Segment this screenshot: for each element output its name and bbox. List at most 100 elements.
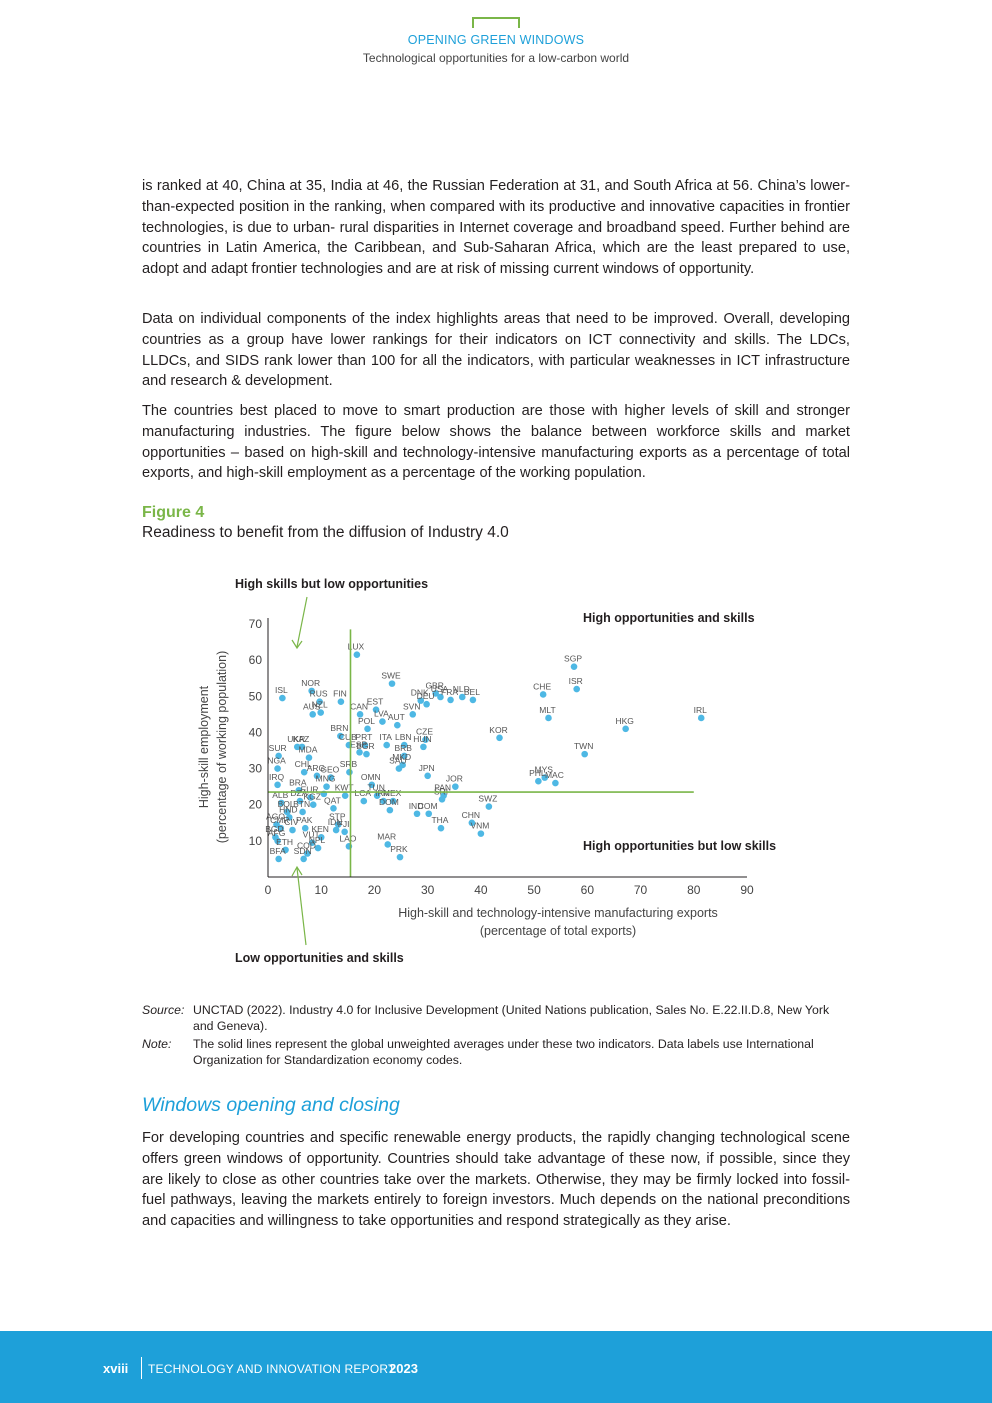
data-label: OMN <box>361 772 381 782</box>
data-point <box>285 814 293 821</box>
data-point <box>327 774 335 781</box>
data-label: DNK <box>411 688 429 698</box>
data-label: PRK <box>390 844 408 854</box>
data-label: FRA <box>441 687 458 697</box>
data-point <box>289 826 296 834</box>
x-axis-title-line-1: High-skill and technology-intensive manu… <box>398 906 718 920</box>
data-point <box>298 743 306 751</box>
data-label: IND <box>409 801 424 811</box>
report-year: 2023 <box>389 1361 418 1376</box>
y-tick-label: 60 <box>249 653 263 667</box>
header-bracket-decoration <box>472 17 520 28</box>
data-point <box>337 732 344 740</box>
note-text: The solid lines represent the global unw… <box>193 1037 814 1067</box>
y-tick-label: 70 <box>249 617 263 631</box>
data-label: IRL <box>694 705 708 715</box>
data-label: CHE <box>533 681 551 691</box>
y-tick-label: 50 <box>249 689 263 703</box>
data-label: SAU <box>389 756 406 766</box>
data-point <box>346 768 353 776</box>
data-label: VNM <box>470 821 489 831</box>
data-point <box>552 779 559 787</box>
data-label: DZA <box>290 788 307 798</box>
figure-note: Note: The solid lines represent the glob… <box>142 1036 854 1068</box>
data-point <box>697 714 705 722</box>
data-point <box>309 801 317 809</box>
page-footer: xviii TECHNOLOGY AND INNOVATION REPORT 2… <box>0 1331 992 1403</box>
data-point <box>313 772 321 780</box>
data-point <box>395 765 403 772</box>
data-point <box>330 805 337 812</box>
data-label: CAN <box>350 701 368 711</box>
quadrant-label-top-right: High opportunities and skills <box>583 611 755 625</box>
data-point <box>423 700 430 708</box>
data-label: BRA <box>289 777 307 787</box>
data-label: AGO <box>266 812 285 822</box>
data-label: CIV <box>284 817 299 827</box>
data-label: KGZ <box>303 792 320 802</box>
data-point <box>383 741 390 749</box>
data-point <box>308 839 316 846</box>
data-label: TWN <box>574 741 593 751</box>
data-label: ARG <box>307 763 325 773</box>
data-point <box>394 721 401 729</box>
y-tick-label: 30 <box>249 762 263 776</box>
data-label: MDA <box>299 745 318 755</box>
data-label: BEL <box>464 687 480 697</box>
y-tick-label: 40 <box>249 725 263 739</box>
data-label: FIN <box>333 689 347 699</box>
data-label: HND <box>279 804 297 814</box>
data-label: MLT <box>539 705 555 715</box>
data-point <box>373 792 381 799</box>
data-label: RUS <box>310 689 328 699</box>
data-point <box>413 810 421 818</box>
data-label: CMR <box>270 815 289 825</box>
data-point <box>296 797 304 805</box>
data-label: COD <box>297 841 316 851</box>
data-label: NGA <box>267 756 286 766</box>
x-tick-label: 60 <box>581 883 595 897</box>
data-point <box>305 754 313 762</box>
data-label: BFA <box>270 846 286 856</box>
data-point <box>314 844 322 852</box>
data-label: IDN <box>328 817 343 827</box>
x-axis-title-line-2: (percentage of total exports) <box>480 924 636 938</box>
data-point <box>469 696 477 704</box>
data-point <box>363 750 370 758</box>
data-point <box>400 741 408 749</box>
data-label: AFG <box>268 828 285 838</box>
data-point <box>323 783 330 790</box>
data-label: ETH <box>276 837 293 847</box>
data-point <box>300 768 308 776</box>
data-label: MYS <box>535 765 554 775</box>
data-point <box>422 736 429 743</box>
data-label: MAR <box>377 831 396 841</box>
data-point <box>283 808 291 816</box>
data-point <box>368 781 376 789</box>
data-label: MNG <box>316 774 336 784</box>
data-point <box>452 783 459 790</box>
x-tick-label: 40 <box>474 883 488 897</box>
data-point <box>389 797 397 805</box>
footer-divider <box>141 1357 142 1379</box>
data-label: JPN <box>419 763 435 773</box>
data-point <box>388 680 396 687</box>
data-point <box>535 777 542 785</box>
data-point <box>277 824 285 832</box>
x-tick-label: 50 <box>527 883 541 897</box>
data-label: SRB <box>340 759 358 769</box>
data-label: LCA <box>355 788 372 798</box>
data-point <box>437 693 444 701</box>
data-point <box>293 743 301 751</box>
data-label: MAC <box>545 770 564 780</box>
data-point <box>496 734 503 742</box>
data-label: PAK <box>296 815 313 825</box>
data-point <box>332 826 340 834</box>
x-tick-label: 90 <box>740 883 754 897</box>
data-point <box>468 819 476 827</box>
data-label: IRN <box>375 788 390 798</box>
data-label: CHL <box>295 759 312 769</box>
data-point <box>437 824 445 832</box>
data-label: KEN <box>311 824 328 834</box>
